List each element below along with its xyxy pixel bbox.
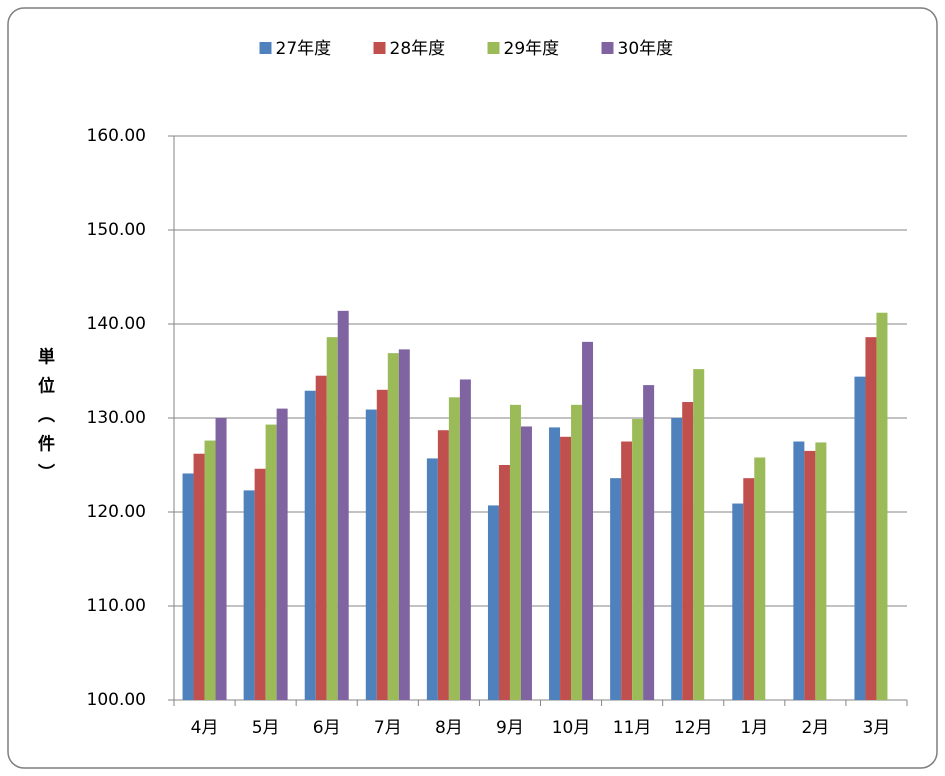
bar [204,440,216,700]
bar [854,376,866,700]
bar [459,379,471,700]
bar [621,441,633,700]
x-tick-label: 1月 [740,718,768,738]
bar [509,404,521,700]
bar [643,385,655,700]
bar [193,453,205,700]
x-tick-label: 10月 [552,718,591,738]
x-tick-label: 4月 [191,718,219,738]
chart-frame [7,7,938,769]
bar [254,468,266,700]
bar [582,341,594,700]
bar [182,473,194,700]
bar [520,426,532,700]
x-tick-label: 9月 [496,718,524,738]
bar [671,418,683,700]
y-tick-label: 130.00 [87,408,146,428]
bar [804,450,816,700]
bar [732,503,744,700]
bar [398,349,410,700]
bar [571,404,583,700]
legend-swatch [259,42,272,54]
x-tick-label: 11月 [613,718,652,738]
x-tick-label: 5月 [252,718,280,738]
y-tick-label: 150.00 [87,220,146,240]
bar [693,369,705,700]
y-tick-label: 100.00 [87,690,146,710]
bar [243,490,255,700]
bar [387,353,399,700]
y-axis-label: 単位（件） [34,346,55,492]
bar [682,402,694,700]
bar [437,430,449,700]
bar [448,397,460,700]
bar [754,457,766,700]
bar [549,427,561,700]
legend-swatch [601,42,614,54]
bar [876,312,888,700]
x-tick-label: 3月 [863,718,891,738]
bar [215,418,227,700]
bar [326,337,338,700]
bar [487,505,499,700]
x-tick-label: 6月 [313,718,341,738]
x-tick-label: 7月 [374,718,402,738]
y-tick-label: 120.00 [87,502,146,522]
legend-label: 27年度 [276,39,332,59]
legend-label: 28年度 [390,39,446,59]
bar [632,418,644,700]
bar [304,390,316,700]
bar [498,465,510,700]
legend-label: 30年度 [618,39,674,59]
x-tick-label: 8月 [435,718,463,738]
y-axis-label-group: 単位（件） [34,346,55,492]
y-tick-label: 160.00 [87,126,146,146]
bar [337,310,349,700]
bar [276,408,288,700]
bar [265,424,277,700]
bar [315,375,327,700]
bar [376,389,388,700]
bar [793,441,805,700]
bar [560,436,572,700]
x-tick-label: 2月 [801,718,829,738]
bar [815,442,827,700]
bar [426,458,438,700]
legend-label: 29年度 [504,39,560,59]
y-tick-label: 140.00 [87,314,146,334]
bar [610,478,622,700]
legend-swatch [373,42,386,54]
bar [365,409,377,700]
x-tick-label: 12月 [674,718,713,738]
legend-swatch [487,42,500,54]
y-tick-label: 110.00 [87,596,146,616]
bar [865,337,877,700]
bar [743,478,755,700]
